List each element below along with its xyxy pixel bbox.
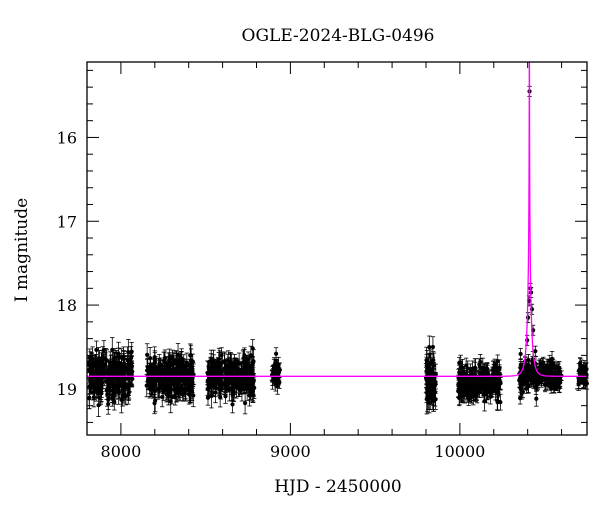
data-point [534,390,539,407]
data-point [115,363,121,383]
data-point [87,348,93,367]
data-point [554,365,560,381]
data-point [431,384,436,412]
data-point [94,340,99,360]
data-point [487,380,492,393]
y-axis-label: I magnitude [12,198,32,302]
data-point [88,365,93,392]
data-point [205,389,211,406]
data-point [190,353,195,370]
data-point [576,376,581,391]
data-point [518,348,523,360]
data-point [105,382,110,407]
data-point [518,361,523,376]
data-point [494,380,500,398]
data-point [162,351,167,374]
data-point [556,382,562,393]
data-point [424,384,429,415]
y-tick-label: 19 [57,380,77,399]
data-point [104,349,109,372]
data-point [237,371,243,392]
data-point [518,380,523,397]
data-point [158,371,163,390]
data-point [116,380,121,405]
data-point [150,362,155,383]
data-point [431,362,436,385]
plot-frame [86,61,588,436]
data-point [154,368,159,393]
data-point [242,363,247,379]
axis-ticks: 8000 9000 10000 16 17 18 19 [57,62,587,461]
x-axis-label: HJD - 2450000 [274,477,402,497]
data-point [527,365,533,377]
data-point [251,378,256,397]
data-point [427,335,432,359]
data-point [127,373,133,393]
data-point [187,377,192,394]
data-point [242,391,248,415]
data-point [467,375,472,395]
data-point [164,380,170,399]
data-points [86,85,590,417]
y-tick-label: 17 [57,212,77,231]
data-point [533,345,538,357]
data-point [171,369,176,391]
data-point [186,362,192,378]
data-point [427,364,432,395]
data-point [158,357,163,372]
data-point [87,386,92,410]
data-point [219,362,224,382]
data-point [457,356,462,369]
data-point [273,347,279,361]
data-point [125,350,131,371]
chart-title: OGLE-2024-BLG-0496 [242,26,435,46]
data-point [206,360,212,376]
data-point [152,388,158,413]
data-point [493,374,498,391]
data-point [113,375,119,400]
data-point [525,376,531,393]
data-point [191,383,196,408]
data-point [460,370,465,387]
data-point [129,360,134,387]
data-point [119,370,124,386]
data-point [542,365,547,380]
y-tick-label: 16 [57,128,77,147]
y-tick-label: 18 [57,296,77,315]
data-point [430,336,436,358]
data-point [98,370,104,392]
data-point [492,358,497,371]
data-point [477,358,482,371]
data-point [552,378,557,394]
data-point [531,371,536,386]
data-point [96,393,101,417]
x-tick-label: 10000 [434,442,485,461]
data-point [538,372,543,383]
data-point [577,357,583,369]
data-point [177,381,183,402]
x-tick-label: 9000 [270,442,311,461]
data-point [458,380,464,396]
data-point [94,362,99,384]
data-point [550,359,556,369]
data-point [108,354,114,371]
data-point [168,354,173,372]
data-point [176,358,182,378]
data-point [471,381,477,402]
data-point [168,389,173,414]
data-point [276,362,282,381]
model-curve [87,61,587,377]
data-point [251,349,256,374]
data-point [174,370,179,390]
x-tick-label: 8000 [101,442,142,461]
